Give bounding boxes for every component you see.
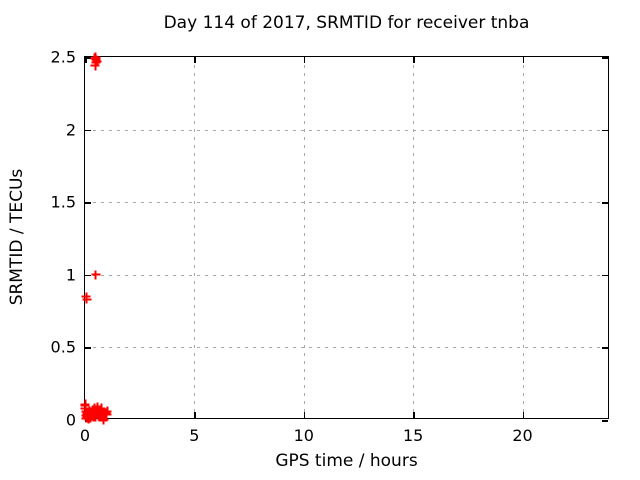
y-tick-mark [602, 202, 608, 204]
x-tick-label: 15 [402, 426, 424, 445]
y-tick-mark [602, 274, 608, 277]
plot-area: 0 5 10 15 20 0 0.5 1 1.5 2 2.5 [51, 48, 609, 445]
y-tick-mark [85, 347, 91, 349]
x-tick-mark [522, 412, 524, 418]
data-point-marker [90, 61, 100, 71]
chart-title: Day 114 of 2017, SRMTID for receiver tnb… [163, 13, 530, 33]
data-point-marker [91, 412, 101, 422]
data-point-marker [92, 402, 102, 412]
y-tick-mark [602, 347, 608, 349]
data-point-marker [91, 270, 101, 280]
data-point-marker [102, 406, 112, 416]
x-tick-label: 10 [293, 426, 314, 445]
gridline-horizontal [85, 274, 608, 276]
x-tick-label: 20 [512, 426, 533, 445]
x-tick-mark [194, 412, 196, 418]
x-tick-label: 0 [79, 426, 91, 445]
x-axis-label: GPS time / hours [275, 451, 418, 471]
y-tick-mark [602, 57, 608, 59]
gridline-vertical [522, 57, 524, 418]
x-tick-mark [85, 57, 87, 63]
data-point-marker [89, 403, 99, 413]
gridline-vertical [413, 57, 415, 418]
y-tick-label: 0.5 [50, 337, 76, 357]
gridline-vertical [194, 57, 196, 418]
y-axis-label: SRMTID / TECUs [7, 168, 27, 306]
y-tick-label: 1 [65, 265, 76, 285]
y-tick-mark [85, 202, 91, 204]
y-tick-label: 1.5 [50, 192, 76, 212]
x-tick-mark [413, 412, 415, 418]
data-point-marker [90, 53, 100, 63]
gridline-horizontal [85, 202, 608, 204]
y-tick-label: 2.5 [50, 47, 76, 67]
gridline-vertical [303, 57, 305, 418]
y-tick-mark [602, 129, 608, 132]
y-tick-mark [602, 420, 608, 422]
y-tick-label: 2 [65, 120, 76, 140]
y-tick-mark [85, 274, 91, 277]
x-tick-mark [413, 57, 415, 63]
data-point-marker [82, 294, 92, 304]
x-tick-label: 5 [189, 426, 200, 445]
y-tick-mark [85, 57, 91, 59]
gridline-horizontal [85, 347, 608, 349]
x-tick-mark [194, 57, 196, 63]
gridline-horizontal [85, 129, 608, 131]
data-point-marker [99, 414, 109, 424]
x-tick-mark [522, 57, 524, 63]
y-tick-label: 0 [65, 410, 76, 430]
x-tick-mark [303, 57, 306, 63]
data-point-marker [91, 55, 101, 65]
data-point-marker [96, 411, 106, 421]
y-tick-mark [85, 129, 91, 132]
data-point-marker [80, 400, 90, 410]
x-tick-mark [303, 412, 306, 418]
